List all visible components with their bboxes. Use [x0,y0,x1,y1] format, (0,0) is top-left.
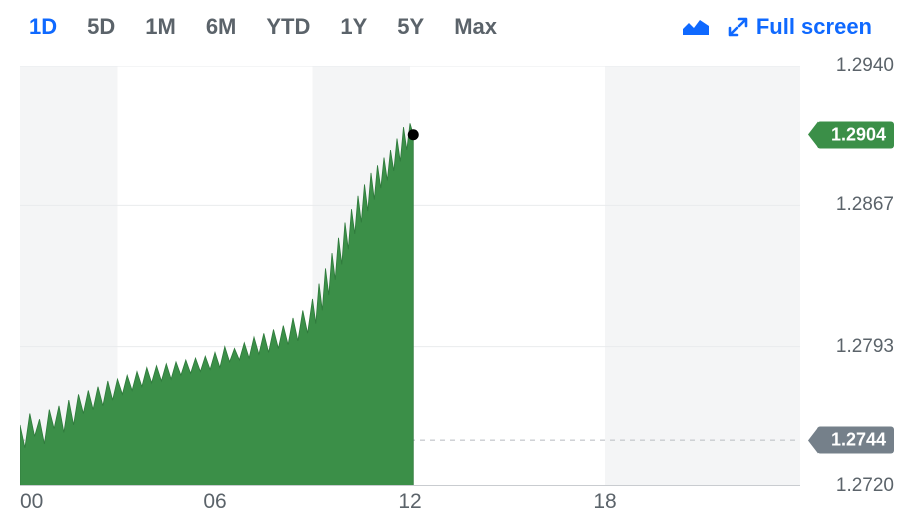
fullscreen-icon [728,17,748,37]
x-tick-label: 18 [593,490,616,514]
chart-svg [20,66,800,486]
area-chart-icon [682,17,710,37]
chart-area[interactable] [20,66,800,486]
x-tick-label: 06 [203,490,226,514]
y-tick-label: 1.2940 [836,55,894,77]
chart-type-button[interactable] [672,13,720,41]
x-axis: 00 06 12 18 [20,490,800,520]
fullscreen-button[interactable]: Full screen [720,10,880,44]
current-value-tag: 1.2904 [817,121,894,148]
range-tab-1d[interactable]: 1D [14,10,72,44]
range-tab-1m[interactable]: 1M [130,10,191,44]
x-tick-label: 00 [20,490,43,514]
x-tick-label: 12 [398,490,421,514]
range-tabs: 1D5D1M6MYTD1Y5YMax [14,10,512,44]
range-tab-5y[interactable]: 5Y [382,10,439,44]
y-tick-label: 1.2793 [836,336,894,358]
reference-value-tag: 1.2744 [817,427,894,454]
range-tab-ytd[interactable]: YTD [251,10,325,44]
range-tab-max[interactable]: Max [439,10,512,44]
y-tick-label: 1.2720 [836,475,894,497]
y-tick-label: 1.2867 [836,194,894,216]
fullscreen-label: Full screen [756,14,872,40]
range-tab-6m[interactable]: 6M [191,10,252,44]
range-tab-5d[interactable]: 5D [72,10,130,44]
range-tab-1y[interactable]: 1Y [325,10,382,44]
chart-toolbar: 1D5D1M6MYTD1Y5YMax Full screen [0,0,900,50]
y-axis: 1.27201.27931.28671.29401.29041.2744 [804,66,894,486]
